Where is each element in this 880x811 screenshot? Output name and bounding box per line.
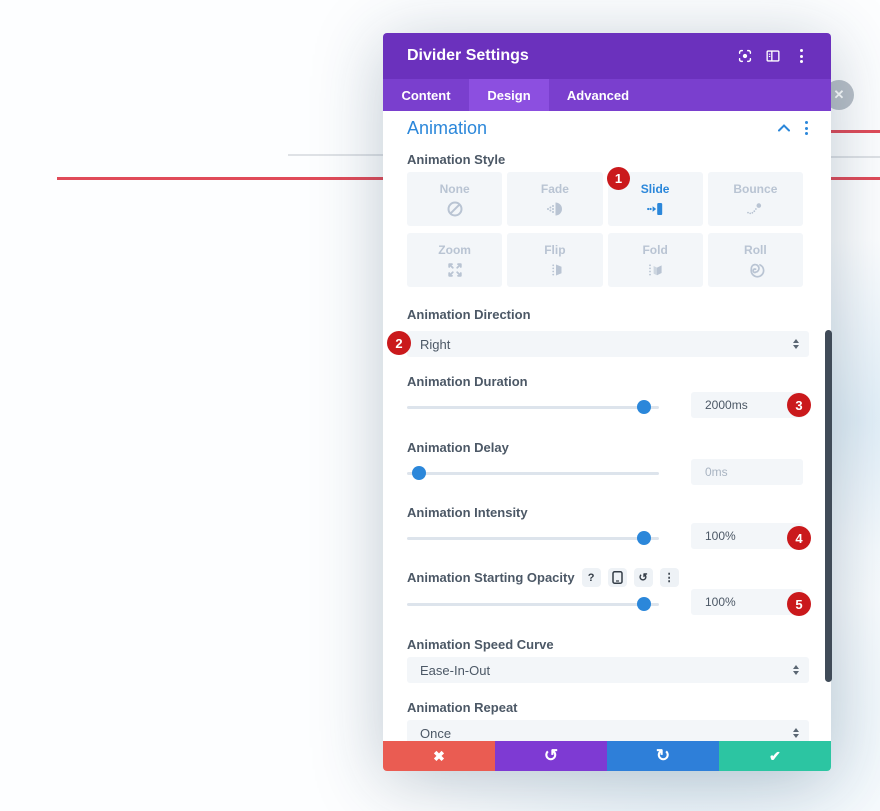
animation-style-grid: None Fade: [407, 172, 803, 287]
fold-icon: [649, 263, 662, 275]
animation-intensity-slider[interactable]: [407, 531, 659, 545]
fade-icon: [546, 202, 562, 215]
step-badge-3: 3: [787, 393, 811, 417]
style-option-bounce[interactable]: Bounce: [707, 172, 803, 226]
discard-button[interactable]: ✖: [383, 741, 495, 771]
slider-thumb[interactable]: [637, 400, 652, 414]
animation-speed-curve-select[interactable]: Ease-In-Out: [407, 657, 809, 683]
divider-settings-modal: Divider Settings: [383, 33, 831, 771]
animation-section-header[interactable]: Animation: [407, 115, 817, 141]
animation-direction-label: Animation Direction: [407, 307, 531, 322]
background-divider-line: [831, 130, 880, 133]
save-button[interactable]: ✔: [719, 741, 831, 771]
slider-track[interactable]: [407, 537, 659, 540]
chevron-up-icon[interactable]: [773, 117, 795, 139]
tab-advanced[interactable]: Advanced: [566, 87, 630, 103]
background-divider-line: [831, 177, 880, 180]
selected-value: Once: [420, 725, 452, 741]
mobile-icon[interactable]: [607, 568, 627, 587]
select-arrows-icon: [793, 339, 799, 349]
undo-icon: ↺: [543, 746, 559, 765]
kebab-menu-icon[interactable]: ⋮: [659, 568, 679, 587]
x-icon: ✖: [433, 747, 445, 764]
focus-icon[interactable]: [731, 42, 759, 70]
background-divider-line: [288, 154, 383, 156]
animation-style-label: Animation Style: [407, 152, 506, 167]
animation-delay-slider[interactable]: [407, 466, 659, 480]
kebab-menu-icon[interactable]: [795, 117, 817, 139]
reset-icon[interactable]: ↺: [633, 568, 653, 587]
split-view-icon[interactable]: [759, 42, 787, 70]
animation-starting-opacity-input[interactable]: 100%: [691, 589, 803, 615]
step-badge-5: 5: [787, 592, 811, 616]
select-arrows-icon: [793, 728, 799, 738]
style-option-zoom[interactable]: Zoom: [407, 233, 503, 287]
selected-value: Right: [420, 336, 451, 352]
animation-starting-opacity-label-row: Animation Starting Opacity ? ↺ ⋮: [407, 568, 679, 587]
animation-repeat-select[interactable]: Once: [407, 720, 809, 741]
background-divider-line: [57, 177, 383, 180]
flip-icon: [552, 263, 562, 275]
animation-direction-select[interactable]: Right: [407, 331, 809, 357]
style-option-fade[interactable]: Fade: [507, 172, 603, 226]
section-title: Animation: [407, 117, 488, 138]
settings-panel: Animation Animation Style None: [383, 111, 831, 741]
close-icon: ✕: [833, 87, 845, 102]
none-icon: [447, 201, 463, 216]
animation-starting-opacity-slider[interactable]: [407, 597, 659, 611]
style-option-fold[interactable]: Fold: [607, 233, 703, 287]
roll-icon: [750, 263, 765, 278]
animation-duration-input[interactable]: 2000ms: [691, 392, 803, 418]
check-icon: ✔: [769, 747, 781, 764]
slider-track[interactable]: [407, 603, 659, 606]
background-divider-line: [831, 156, 880, 158]
animation-delay-label: Animation Delay: [407, 440, 509, 455]
slider-thumb[interactable]: [637, 531, 652, 545]
animation-starting-opacity-label: Animation Starting Opacity: [407, 570, 575, 585]
modal-scrollbar[interactable]: [825, 330, 832, 682]
zoom-icon: [447, 262, 462, 277]
tab-content[interactable]: Content: [401, 87, 451, 103]
tab-design[interactable]: Design: [469, 79, 549, 111]
slider-track[interactable]: [407, 406, 659, 409]
style-option-roll[interactable]: Roll: [707, 233, 803, 287]
slider-thumb[interactable]: [412, 466, 427, 480]
slide-icon: [647, 202, 663, 215]
modal-footer: ✖ ↺ ↻ ✔: [383, 741, 831, 771]
animation-repeat-label: Animation Repeat: [407, 700, 518, 715]
select-arrows-icon: [793, 665, 799, 675]
slider-track[interactable]: [407, 472, 659, 475]
style-option-flip[interactable]: Flip: [507, 233, 603, 287]
animation-delay-input[interactable]: 0ms: [691, 459, 803, 485]
step-badge-1: 1: [607, 167, 630, 190]
step-badge-2: 2: [387, 331, 411, 355]
animation-duration-label: Animation Duration: [407, 374, 528, 389]
style-option-none[interactable]: None: [407, 172, 503, 226]
undo-button[interactable]: ↺: [495, 741, 607, 771]
animation-duration-slider[interactable]: [407, 400, 659, 414]
redo-icon: ↻: [655, 746, 671, 765]
animation-intensity-input[interactable]: 100%: [691, 523, 803, 549]
animation-intensity-label: Animation Intensity: [407, 505, 528, 520]
modal-title: Divider Settings: [407, 47, 529, 64]
modal-header: Divider Settings: [383, 33, 831, 79]
help-icon[interactable]: ?: [581, 568, 601, 587]
settings-tabbar: Content Design Advanced: [383, 79, 831, 111]
redo-button[interactable]: ↻: [607, 741, 719, 771]
bounce-icon: [747, 202, 762, 214]
kebab-menu-icon[interactable]: [787, 42, 815, 70]
slider-thumb[interactable]: [637, 597, 652, 611]
animation-speed-curve-label: Animation Speed Curve: [407, 637, 554, 652]
selected-value: Ease-In-Out: [420, 662, 491, 678]
step-badge-4: 4: [787, 526, 811, 550]
